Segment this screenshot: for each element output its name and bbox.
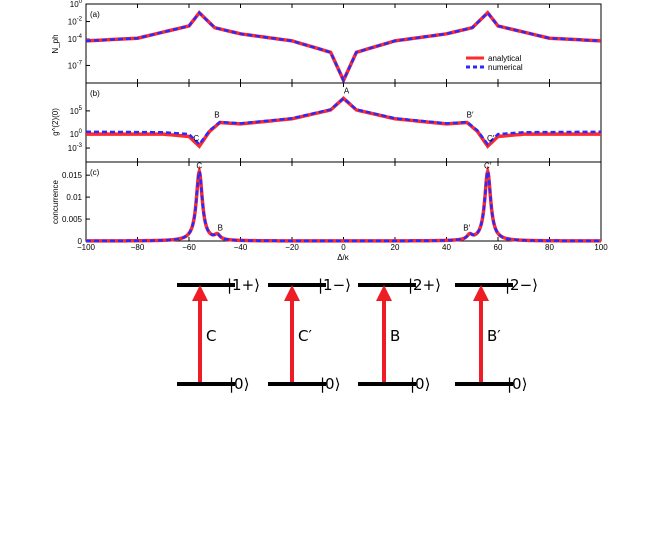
annotations: C B A B′ C′ — [193, 86, 494, 143]
upper-state-label: |2−⟩ — [505, 276, 538, 294]
legend: analytical numerical — [466, 54, 523, 72]
annotation-label: C — [193, 134, 199, 143]
lower-state-label: |0⟩ — [229, 375, 249, 393]
level-scheme-3: |2+⟩ |0⟩ B — [358, 276, 441, 393]
legend-numerical-label: numerical — [488, 63, 523, 72]
panel-label: (b) — [90, 89, 100, 98]
transition-label: C′ — [298, 327, 312, 345]
x-tick-label: 40 — [442, 243, 451, 252]
panel-label: (a) — [90, 10, 100, 19]
y-tick-label: 0.01 — [66, 193, 82, 202]
series-analytical-line — [85, 10, 602, 85]
y-tick-label: 0 — [78, 237, 83, 246]
x-tick-label: 60 — [494, 243, 503, 252]
x-tick-label: −80 — [131, 243, 145, 252]
annotation-label: C — [196, 162, 202, 171]
x-tick-label: 0 — [341, 243, 346, 252]
y-axis-label: concurrence — [51, 179, 60, 224]
annotation-label: B — [214, 111, 219, 120]
upper-state-label: |1−⟩ — [318, 276, 351, 294]
plot-frame — [85, 3, 602, 84]
series-numerical-line — [85, 96, 602, 147]
y-ticks: 100 10-2 10-4 10-7 — [68, 0, 90, 70]
panel-label: (c) — [90, 168, 100, 177]
lower-state-label: |0⟩ — [320, 375, 340, 393]
series-numerical-line — [85, 10, 602, 84]
panel-a: (a) 100 10-2 10-4 10-7 N_ph analytical nume… — [51, 0, 602, 85]
y-tick-label: 10-2 — [68, 17, 83, 27]
x-tick-label: −60 — [182, 243, 196, 252]
series-lines — [85, 10, 602, 85]
level-scheme-2: |1−⟩ |0⟩ C′ — [268, 276, 351, 393]
upper-state-label: |2+⟩ — [408, 276, 441, 294]
plot-frame — [85, 161, 602, 242]
lower-state-label: |0⟩ — [410, 375, 430, 393]
y-axis-label: N_ph — [51, 34, 60, 53]
annotation-label: B′ — [467, 111, 474, 120]
x-tick-label: −40 — [234, 243, 248, 252]
series-numerical-line — [86, 167, 601, 243]
annotation-label: B — [218, 223, 223, 232]
annotation-label: C′ — [484, 162, 492, 171]
panel-c: (c) 0 0.005 0.01 0.015 −100 −80 −60 −40 −20 0 20 4… — [51, 161, 608, 262]
x-tick-label: 80 — [545, 243, 554, 252]
series-analytical-line — [86, 165, 601, 243]
series-lines — [86, 165, 601, 243]
x-axis-label: Δ/κ — [337, 253, 350, 262]
y-tick-label: 105 — [70, 106, 83, 116]
x-ticks: −100 −80 −60 −40 −20 0 20 40 60 80 100 — [77, 162, 608, 252]
panel-b: (b) 105 100 10-3 g^(2)(0) C B A B′ C′ — [51, 82, 602, 163]
level-scheme-1: |1+⟩ |0⟩ C — [177, 276, 260, 393]
y-tick-label: 0.015 — [62, 171, 83, 180]
x-tick-label: 20 — [391, 243, 400, 252]
transition-label: B — [390, 327, 400, 345]
transition-label: B′ — [487, 327, 501, 345]
annotation-label: A — [344, 86, 350, 95]
y-ticks: 105 100 10-3 — [68, 106, 90, 153]
annotations: C B B′ C′ — [196, 162, 491, 233]
level-scheme-4: |2−⟩ |0⟩ B′ — [455, 276, 538, 393]
energy-level-diagram: |1+⟩ |0⟩ C |1−⟩ |0⟩ C′ |2+⟩ |0⟩ B |2−⟩ |0⟩ B′ — [177, 276, 538, 393]
upper-state-label: |1+⟩ — [227, 276, 260, 294]
y-tick-label: 10-7 — [68, 60, 83, 70]
y-tick-label: 10-4 — [68, 34, 83, 44]
x-tick-label: −100 — [77, 243, 96, 252]
y-axis-label: g^(2)(0) — [51, 108, 60, 136]
y-tick-label: 10-3 — [68, 143, 83, 153]
series-analytical-line — [86, 95, 601, 149]
series-lines — [85, 95, 602, 149]
lower-state-label: |0⟩ — [507, 375, 527, 393]
y-tick-label: 100 — [70, 129, 83, 139]
annotation-label: C′ — [487, 134, 495, 143]
x-tick-label: 100 — [594, 243, 608, 252]
x-tick-label: −20 — [285, 243, 299, 252]
legend-analytical-label: analytical — [488, 54, 522, 63]
transition-label: C — [206, 327, 216, 345]
annotation-label: B′ — [463, 223, 470, 232]
x-tick-marks — [85, 83, 602, 162]
y-tick-label: 100 — [70, 0, 83, 9]
x-tick-marks — [85, 4, 602, 83]
y-tick-label: 0.005 — [62, 215, 83, 224]
